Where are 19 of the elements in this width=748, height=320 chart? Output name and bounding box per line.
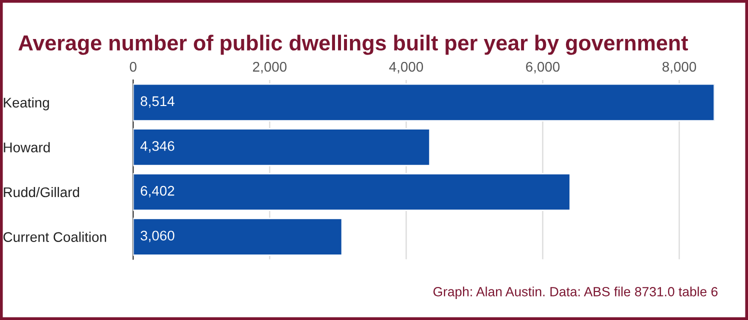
- bar: [133, 218, 343, 256]
- x-tick-label: 6,000: [526, 62, 560, 74]
- x-tick-label: 8,000: [662, 62, 696, 74]
- data-label: 8,514: [140, 96, 174, 108]
- x-tick-label: 2,000: [252, 62, 287, 74]
- bar: [133, 128, 431, 166]
- data-label: 6,402: [140, 186, 174, 198]
- bar: [133, 172, 571, 212]
- text: Graph: Alan Austin. Data: ABS file 8731.0 table 6: [433, 286, 718, 299]
- x-tick-label: 4,000: [389, 62, 424, 74]
- y-tick-label: Keating: [4, 97, 49, 110]
- chart-title: Average number of public dwellings built per year by government: [18, 34, 688, 55]
- bar: [133, 83, 714, 122]
- data-label: 4,346: [140, 141, 174, 153]
- data-label: 3,060: [140, 230, 174, 242]
- y-tick-label: Current Coalition: [3, 232, 106, 242]
- y-tick-label: Rudd/Gillard: [4, 186, 80, 198]
- x-tick-label: 0: [130, 62, 136, 72]
- y-tick-label: Howard: [4, 142, 50, 152]
